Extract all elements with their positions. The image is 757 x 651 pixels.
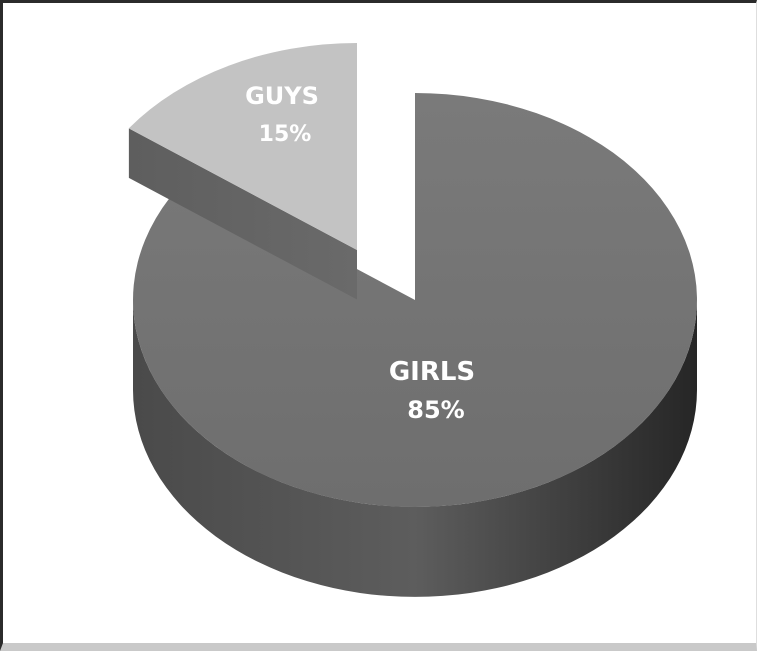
pie-slice-guys-group	[128, 43, 357, 300]
pie-slice-girls-group	[133, 92, 698, 597]
pie-slice-girls	[133, 92, 698, 507]
slice-label-guys: GUYS	[245, 82, 319, 110]
slice-value-guys: 15%	[259, 122, 312, 147]
slice-value-girls: 85%	[407, 396, 464, 424]
pie-slice-guys	[128, 43, 357, 250]
slice-label-girls: GIRLS	[389, 357, 475, 387]
pie-slice-guys-side	[128, 128, 357, 300]
pie-slice-girls-side	[133, 300, 697, 597]
